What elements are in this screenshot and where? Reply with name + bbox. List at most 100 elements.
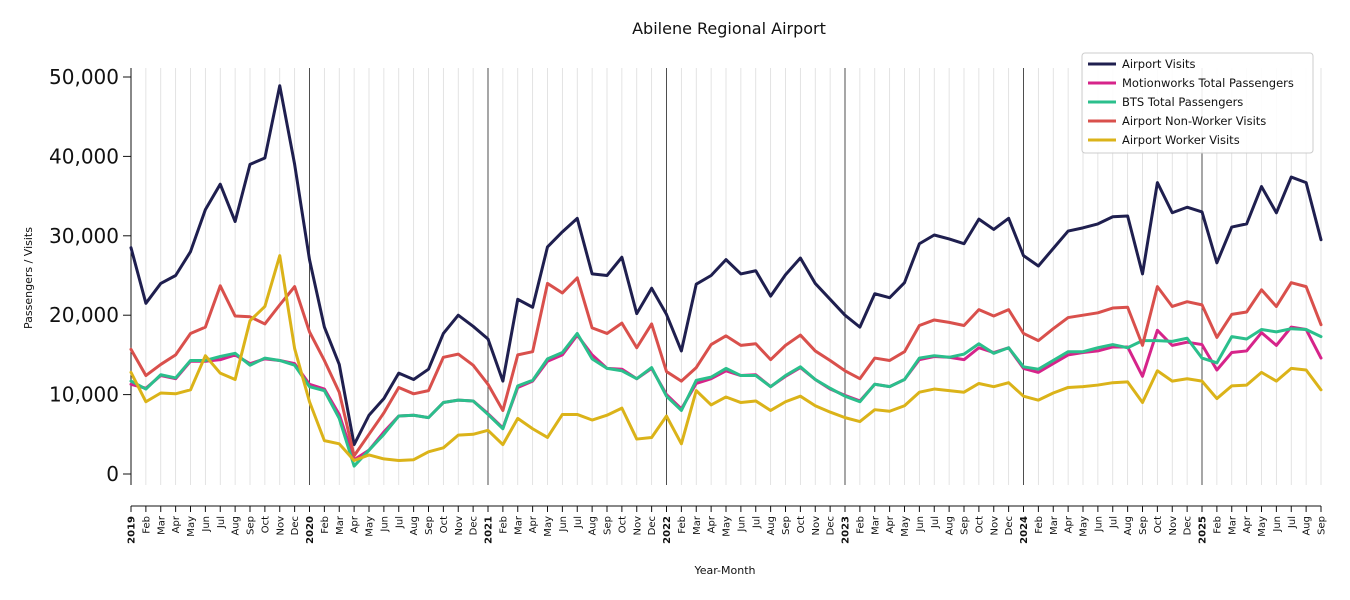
legend-entry: Motionworks Total Passengers	[1122, 76, 1294, 90]
x-tick-label-month: Jul	[216, 516, 227, 529]
x-tick-label-month: Nov	[275, 516, 286, 536]
x-tick-label-month: Feb	[855, 516, 866, 534]
x-tick-label-month: May	[1257, 516, 1268, 537]
x-tick-label-month: Feb	[141, 516, 152, 534]
x-tick-label-month: Apr	[171, 515, 182, 533]
x-tick-label-month: Mar	[335, 515, 346, 535]
x-tick-label-month: Feb	[498, 516, 509, 534]
x-tick-label-year: 2022	[662, 516, 673, 544]
x-tick-label-month: Dec	[647, 516, 658, 535]
x-tick-label-month: Dec	[469, 516, 480, 535]
x-tick-label-month: Oct	[260, 516, 271, 533]
x-tick-label-month: Nov	[1168, 516, 1179, 536]
series-line	[129, 276, 1323, 458]
x-tick-label-month: Sep	[781, 516, 792, 535]
x-tick-label-month: Aug	[409, 516, 420, 536]
x-tick-label-month: Aug	[1302, 516, 1313, 536]
x-tick-label-month: Jun	[379, 516, 390, 533]
x-tick-label-month: Mar	[1227, 515, 1238, 535]
x-tick-label-month: Jun	[1272, 516, 1283, 533]
x-tick-label-month: Sep	[603, 516, 614, 535]
x-tick-label-month: Sep	[246, 516, 257, 535]
x-tick-label-month: May	[722, 516, 733, 537]
y-axis-label: Passengers / Visits	[22, 227, 35, 329]
x-tick-label-month: Nov	[811, 516, 822, 536]
x-tick-label-year: 2025	[1198, 516, 1209, 544]
x-tick-label-month: Dec	[826, 516, 837, 535]
x-tick-label-year: 2023	[841, 516, 852, 544]
x-tick-label-month: May	[900, 516, 911, 537]
x-tick-label-month: Jun	[915, 516, 926, 533]
x-tick-label-month: Nov	[632, 516, 643, 536]
chart-title: Abilene Regional Airport	[632, 19, 826, 38]
x-tick-label-month: Dec	[290, 516, 301, 535]
x-tick-label-month: Aug	[766, 516, 777, 536]
x-tick-label-month: Apr	[707, 515, 718, 533]
x-tick-label-month: Jun	[201, 516, 212, 533]
x-tick-label-month: Jul	[751, 516, 762, 529]
x-tick-label-month: Feb	[1212, 516, 1223, 534]
legend-entry: BTS Total Passengers	[1122, 95, 1243, 109]
y-tick-label: 30,000	[49, 224, 119, 248]
x-tick-label-month: May	[543, 516, 554, 537]
x-tick-label-month: May	[186, 516, 197, 537]
series-line	[129, 84, 1323, 447]
legend-entry: Airport Worker Visits	[1122, 133, 1240, 147]
x-tick-label-month: Jun	[736, 516, 747, 533]
y-tick-label: 40,000	[49, 144, 119, 168]
x-tick-label-month: Aug	[1123, 516, 1134, 536]
x-tick-label-month: Jul	[930, 516, 941, 529]
x-tick-label-month: Oct	[796, 516, 807, 533]
x-tick-label-year: 2024	[1019, 516, 1030, 544]
x-tick-label-month: May	[1079, 516, 1090, 537]
x-tick-label-month: May	[365, 516, 376, 537]
x-tick-label-month: Mar	[513, 515, 524, 535]
x-tick-label-month: Sep	[1317, 516, 1328, 535]
series-lines	[129, 84, 1323, 468]
x-tick-label-month: Jul	[1108, 516, 1119, 529]
x-tick-label-month: Sep	[960, 516, 971, 535]
x-tick-label-month: Feb	[320, 516, 331, 534]
y-tick-label: 20,000	[49, 303, 119, 327]
x-tick-label-year: 2019	[127, 516, 138, 544]
x-tick-label-month: Sep	[424, 516, 435, 535]
y-tick-label: 10,000	[49, 383, 119, 407]
x-tick-label-month: Mar	[870, 515, 881, 535]
x-tick-label-month: Jul	[573, 516, 584, 529]
y-tick-label: 0	[106, 462, 119, 486]
x-tick-label-month: Sep	[1138, 516, 1149, 535]
x-axis-label: Year-Month	[693, 564, 755, 577]
legend-box	[1081, 52, 1314, 154]
x-tick-label-month: Nov	[989, 516, 1000, 536]
x-tick-label-month: Nov	[454, 516, 465, 536]
x-tick-label-month: Apr	[885, 515, 896, 533]
legend: Airport Visits Motionworks Total Passenge…	[1081, 52, 1314, 154]
x-tick-label-month: Oct	[617, 516, 628, 533]
series-line	[129, 327, 1323, 468]
x-tick-label-month: Mar	[692, 515, 703, 535]
x-tick-label-month: Aug	[588, 516, 599, 536]
x-tick-label-year: 2020	[305, 516, 316, 544]
x-tick-label-month: Jul	[1287, 516, 1298, 529]
x-tick-label-month: Apr	[1242, 515, 1253, 533]
x-tick-label-month: Aug	[945, 516, 956, 536]
y-tick-label: 50,000	[49, 65, 119, 89]
x-tick-label-month: Feb	[1034, 516, 1045, 534]
x-tick-label-month: Apr	[350, 515, 361, 533]
x-tick-label-month: Feb	[677, 516, 688, 534]
x-tick-label-month: Oct	[1153, 516, 1164, 533]
x-tick-label-month: Jun	[1093, 516, 1104, 533]
x-tick-label-month: Jul	[394, 516, 405, 529]
x-tick-label-month: Mar	[1049, 515, 1060, 535]
x-tick-label-month: Apr	[528, 515, 539, 533]
legend-entry: Airport Non-Worker Visits	[1122, 114, 1266, 128]
x-tick-label-month: Oct	[974, 516, 985, 533]
x-tick-label-month: Aug	[231, 516, 242, 536]
x-tick-label-month: Dec	[1183, 516, 1194, 535]
x-tick-label-month: Apr	[1064, 515, 1075, 533]
x-tick-label-month: Jun	[558, 516, 569, 533]
x-tick-label-month: Dec	[1004, 516, 1015, 535]
